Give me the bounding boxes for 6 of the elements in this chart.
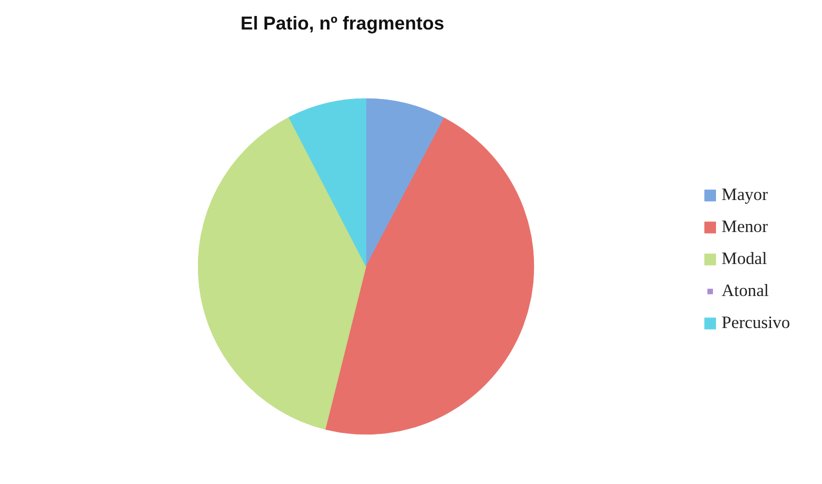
legend-label: Modal [722,249,767,269]
legend-label: Percusivo [722,313,790,333]
legend-label: Menor [722,217,768,237]
legend-label: Atonal [722,281,769,301]
chart-title: El Patio, nº fragmentos [240,12,444,34]
legend-label: Mayor [722,185,768,205]
